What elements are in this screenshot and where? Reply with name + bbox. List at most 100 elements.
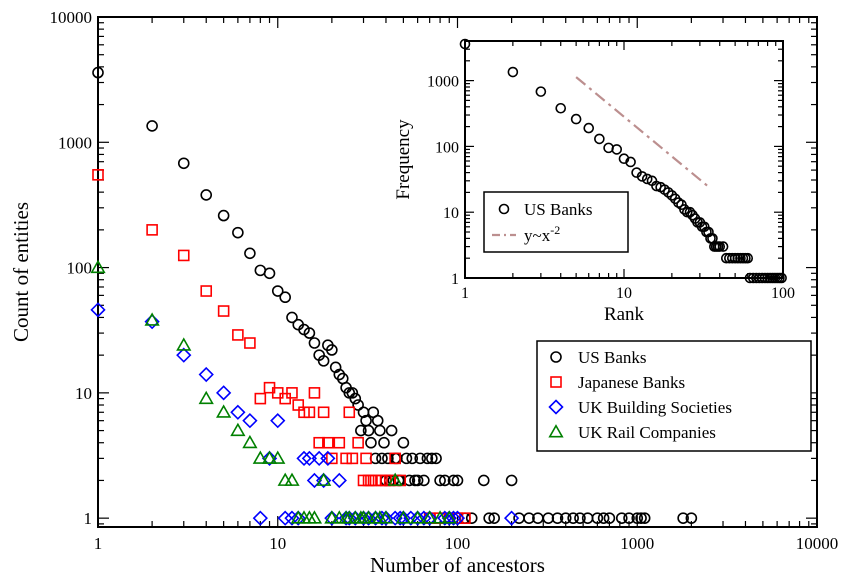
- data-point-us-banks: [397, 436, 410, 449]
- data-point-us-banks: [146, 120, 158, 132]
- data-point-uk-building-societies: [331, 472, 347, 489]
- data-point-uk-building-societies: [409, 510, 426, 526]
- data-point-us-banks: [378, 436, 390, 449]
- data-point-uk-rail-companies: [324, 510, 340, 524]
- inset-data-point-us-banks: [535, 86, 547, 97]
- data-point-us-banks: [303, 327, 316, 339]
- data-point-uk-building-societies: [392, 510, 408, 526]
- data-point-japanese-banks: [286, 387, 298, 399]
- data-point-uk-building-societies: [503, 510, 520, 526]
- inset-data-point-us-banks: [673, 197, 684, 208]
- main-legend: US Banks Japanese Banks UK Building Societ…: [536, 340, 812, 452]
- main-plot: 1 10 100 1000 10000 1 10 100 1000 10000 Number of…: [9, 8, 838, 577]
- data-point-uk-building-societies: [176, 347, 192, 363]
- data-point-uk-rail-companies: [409, 510, 426, 524]
- x-tick-label: 1: [94, 534, 103, 553]
- y-tick-label: 10000: [50, 8, 93, 27]
- data-point-japanese-banks: [360, 452, 372, 465]
- x-tick-label: 100: [445, 534, 471, 553]
- data-point-us-banks: [232, 226, 244, 239]
- data-point-us-banks: [343, 387, 356, 399]
- data-point-japanese-banks: [333, 436, 346, 449]
- data-point-uk-rail-companies: [252, 450, 268, 464]
- data-point-us-banks: [434, 474, 446, 487]
- data-point-us-banks: [217, 209, 230, 222]
- main-ticks: 1 10 100 1000 10000 1 10 100 1000 10000: [50, 8, 839, 553]
- data-point-us-banks: [279, 291, 291, 304]
- inset-x-axis-label: Rank: [604, 304, 645, 325]
- inset-legend-label-reference: y~x-2: [524, 223, 560, 245]
- data-point-japanese-banks: [343, 406, 356, 419]
- data-point-us-banks: [542, 512, 555, 524]
- inset-reference-line: [575, 76, 712, 190]
- x-tick-label: 100: [771, 285, 795, 302]
- y-tick-label: 1000: [58, 133, 92, 152]
- data-point-uk-rail-companies: [242, 434, 258, 449]
- data-point-uk-building-societies: [144, 314, 160, 330]
- inset-legend-label-reference-superscript: -2: [550, 223, 560, 237]
- data-point-us-banks: [400, 452, 413, 465]
- data-point-us-banks: [263, 267, 276, 280]
- data-point-uk-building-societies: [445, 510, 462, 526]
- inset-data-point-us-banks: [727, 252, 738, 264]
- data-point-us-banks: [385, 424, 398, 437]
- inset-legend: US Banks y~x-2: [483, 191, 629, 253]
- data-point-us-banks: [374, 424, 386, 437]
- y-axis-label: Count of entities: [9, 202, 33, 342]
- data-point-uk-building-societies: [449, 510, 466, 526]
- x-tick-label: 10: [616, 285, 632, 302]
- inset-data-point-us-banks: [570, 113, 582, 125]
- data-point-uk-building-societies: [90, 302, 106, 318]
- data-point-us-banks: [447, 474, 460, 487]
- data-point-uk-building-societies: [277, 510, 293, 526]
- data-point-us-banks: [451, 474, 464, 487]
- data-point-uk-building-societies: [216, 385, 232, 401]
- data-point-uk-rail-companies: [90, 259, 106, 274]
- data-point-us-banks: [638, 512, 651, 524]
- data-point-japanese-banks: [340, 452, 352, 465]
- data-point-japanese-banks: [313, 436, 325, 449]
- data-point-us-banks: [523, 512, 535, 524]
- inset-data-point-us-banks: [679, 204, 690, 215]
- data-point-us-banks: [346, 387, 359, 399]
- data-point-japanese-banks: [177, 249, 190, 262]
- data-point-us-banks: [488, 512, 500, 524]
- data-point-us-banks: [421, 452, 434, 465]
- data-point-uk-building-societies: [198, 366, 214, 383]
- data-point-uk-building-societies: [422, 510, 438, 526]
- data-point-us-banks: [352, 399, 364, 411]
- inset-data-point-us-banks: [714, 241, 726, 252]
- y-tick-label: 10: [75, 384, 92, 403]
- data-point-japanese-banks: [254, 392, 267, 405]
- data-point-us-banks: [411, 474, 424, 487]
- data-point-uk-rail-companies: [261, 450, 278, 464]
- y-tick-label: 100: [67, 259, 93, 278]
- data-point-us-banks: [371, 414, 384, 427]
- data-point-uk-building-societies: [230, 404, 246, 420]
- data-point-uk-rail-companies: [270, 450, 286, 464]
- inset-data-point-us-banks: [641, 173, 653, 185]
- data-point-us-banks: [465, 512, 478, 524]
- data-point-japanese-banks: [346, 452, 359, 465]
- data-point-us-banks: [271, 285, 284, 297]
- data-point-us-banks: [505, 474, 518, 487]
- data-point-us-banks: [631, 512, 644, 524]
- data-point-uk-rail-companies: [378, 510, 394, 524]
- legend-label-us-banks: US Banks: [578, 348, 646, 367]
- data-point-uk-rail-companies: [284, 472, 300, 486]
- series-uk-rail-companies: [90, 259, 457, 524]
- data-point-japanese-banks: [200, 285, 213, 297]
- x-tick-label: 1: [461, 285, 469, 302]
- data-point-us-banks: [326, 344, 338, 356]
- data-point-us-banks: [286, 311, 298, 324]
- data-point-us-banks: [426, 452, 438, 465]
- data-point-uk-rail-companies: [422, 510, 438, 524]
- data-point-uk-building-societies: [261, 450, 278, 467]
- data-point-us-banks: [308, 337, 321, 349]
- data-point-us-banks: [406, 452, 419, 465]
- data-point-uk-rail-companies: [176, 337, 192, 351]
- legend-marker-japanese-banks: [550, 376, 562, 388]
- inset-data-point-us-banks: [583, 122, 595, 134]
- inset-series-us-banks: [459, 38, 787, 284]
